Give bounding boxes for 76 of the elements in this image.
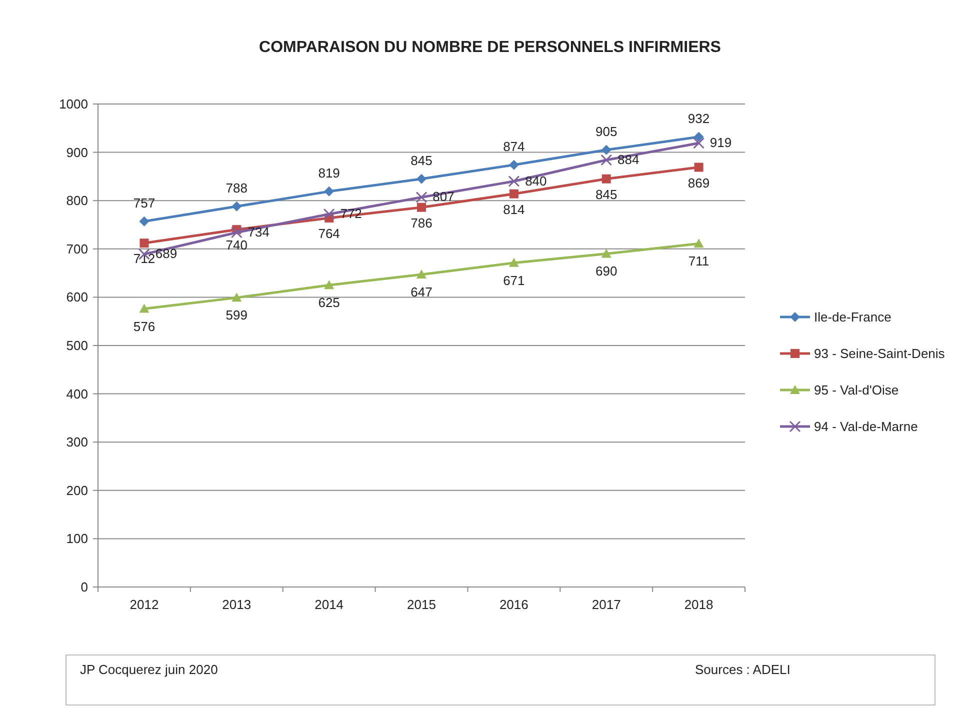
x-tick-label: 2012 <box>130 597 159 612</box>
x-tick-label: 2016 <box>499 597 528 612</box>
point <box>602 174 611 184</box>
y-tick-label: 600 <box>66 290 88 305</box>
data-label: 647 <box>410 284 432 300</box>
point <box>417 202 426 212</box>
y-tick-label: 0 <box>80 580 88 594</box>
legend-label: Ile-de-France <box>814 310 892 324</box>
y-tick-label: 900 <box>66 144 88 160</box>
data-label: 874 <box>503 138 525 154</box>
point <box>324 280 334 290</box>
point <box>508 160 519 170</box>
data-label: 740 <box>226 238 248 253</box>
point <box>600 154 612 166</box>
y-tick-label: 800 <box>66 193 88 208</box>
y-tick-label: 200 <box>66 482 88 498</box>
data-label: 757 <box>133 195 156 210</box>
legend-label: 93 - Seine-Saint-Denis <box>814 346 946 361</box>
y-tick-label: 500 <box>66 338 88 353</box>
point <box>416 191 428 203</box>
data-label: 764 <box>318 226 340 241</box>
data-label: 807 <box>432 189 454 204</box>
y-tick-label: 400 <box>66 386 88 402</box>
x-tick-label: 2015 <box>407 597 436 612</box>
data-label: 625 <box>318 295 340 310</box>
x-tick-label: 2013 <box>222 597 252 612</box>
data-label: 919 <box>710 135 732 150</box>
data-label: 814 <box>503 202 525 217</box>
data-label: 845 <box>596 186 618 202</box>
data-label: 840 <box>525 173 547 188</box>
point <box>693 137 705 149</box>
point <box>508 258 519 267</box>
data-label: 599 <box>226 308 248 323</box>
point <box>139 304 150 313</box>
point <box>509 189 518 198</box>
y-tick-label: 700 <box>66 241 88 256</box>
data-label: 819 <box>318 165 340 180</box>
data-label: 671 <box>503 272 525 288</box>
data-label: 576 <box>133 318 156 334</box>
data-label: 845 <box>410 152 432 168</box>
data-label: 689 <box>155 246 178 262</box>
point <box>416 174 426 184</box>
point <box>232 201 242 212</box>
y-tick-label: 300 <box>66 434 88 450</box>
point <box>694 162 704 172</box>
point <box>416 270 426 278</box>
point <box>139 216 150 226</box>
data-label: 786 <box>410 215 432 230</box>
chart-title: COMPARAISON DU NOMBRE DE PERSONNELS INFIRMIERS <box>259 39 722 56</box>
data-label: 869 <box>688 175 710 190</box>
point <box>230 226 242 238</box>
data-label: 788 <box>226 180 248 196</box>
x-tick-label: 2017 <box>592 597 621 612</box>
point <box>508 176 520 188</box>
data-label: 690 <box>596 264 618 279</box>
point <box>601 248 612 258</box>
x-tick-label: 2014 <box>314 597 344 612</box>
data-label: 905 <box>596 124 618 139</box>
point <box>694 132 704 142</box>
legend-label: 95 - Val-d'Oise <box>814 382 899 398</box>
y-tick-label: 1000 <box>59 96 88 112</box>
point <box>324 186 334 196</box>
y-tick-label: 100 <box>66 531 88 546</box>
point <box>694 238 704 248</box>
legend-label: 94 - Val-de-Marne <box>814 419 918 434</box>
data-label: 932 <box>688 110 710 126</box>
data-label: 711 <box>688 254 710 269</box>
text: JP Cocquerez juin 2020 <box>80 662 218 677</box>
point <box>140 238 149 248</box>
data-label: 734 <box>248 224 270 240</box>
point <box>323 208 335 220</box>
data-label: 884 <box>618 152 640 168</box>
source-note: Sources : ADELI <box>695 662 790 677</box>
point <box>232 292 242 302</box>
x-tick-label: 2018 <box>684 597 714 612</box>
point <box>601 144 612 155</box>
